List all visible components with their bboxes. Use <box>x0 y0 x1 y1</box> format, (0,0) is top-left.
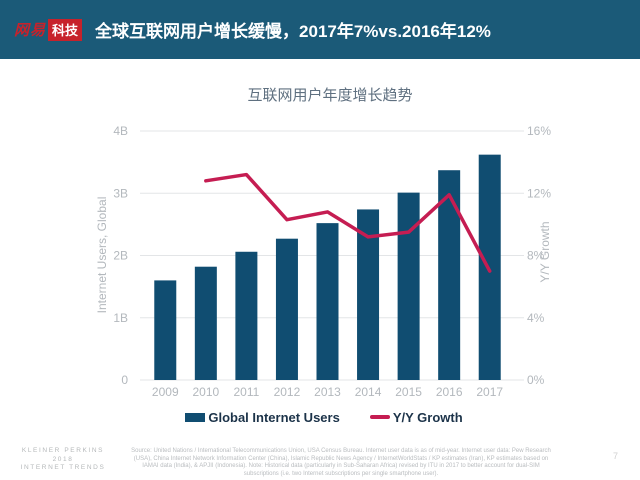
svg-text:2010: 2010 <box>192 385 219 399</box>
tech-logo-badge: 科技 <box>48 18 83 41</box>
brand-line-3: INTERNET TRENDS <box>20 464 106 471</box>
svg-text:2013: 2013 <box>314 385 341 399</box>
svg-text:12%: 12% <box>527 186 551 200</box>
svg-text:16%: 16% <box>527 124 551 138</box>
chart-legend: Global Internet Users Y/Y Growth <box>0 408 640 426</box>
svg-text:2011: 2011 <box>233 385 259 399</box>
page-number: 7 <box>612 451 618 461</box>
legend-bar-label: Global Internet Users <box>208 409 340 425</box>
legend-line-swatch <box>369 415 390 419</box>
left-axis-label: Internet Users, Global <box>95 196 109 314</box>
slide-title: 全球互联网用户增长缓慢，2017年7%vs.2016年12% <box>95 22 491 41</box>
legend-line-label: Y/Y Growth <box>392 409 463 425</box>
svg-text:2B: 2B <box>113 249 128 263</box>
svg-text:2016: 2016 <box>436 385 463 399</box>
header-bar: 网易 科技 全球互联网用户增长缓慢，2017年7%vs.2016年12% <box>0 0 640 59</box>
svg-text:4%: 4% <box>527 311 545 325</box>
svg-text:0%: 0% <box>527 373 545 387</box>
kleiner-perkins-brand: KLEINER PERKINS 2018 INTERNET TRENDS <box>12 447 114 473</box>
right-axis-label: Y/Y Growth <box>538 221 552 283</box>
svg-text:2012: 2012 <box>274 385 301 399</box>
svg-text:3B: 3B <box>113 186 128 200</box>
chart-title: 互联网用户年度增长趋势 <box>247 87 413 104</box>
svg-text:2017: 2017 <box>476 385 503 399</box>
svg-text:4B: 4B <box>113 124 128 138</box>
svg-text:2015: 2015 <box>395 385 422 399</box>
svg-text:1B: 1B <box>113 311 128 325</box>
netease-tech-logo: 网易 科技 <box>14 18 83 41</box>
source-note: Source: United Nations / International T… <box>131 448 551 477</box>
svg-text:8%: 8% <box>527 249 545 263</box>
svg-text:0: 0 <box>121 373 128 387</box>
legend-bar-swatch <box>185 412 206 422</box>
brand-line-1: KLEINER PERKINS <box>21 447 105 454</box>
svg-text:2009: 2009 <box>152 385 179 399</box>
svg-text:2014: 2014 <box>355 385 382 399</box>
netease-logo-text: 网易 <box>14 22 47 39</box>
brand-line-2: 2018 <box>52 455 74 463</box>
